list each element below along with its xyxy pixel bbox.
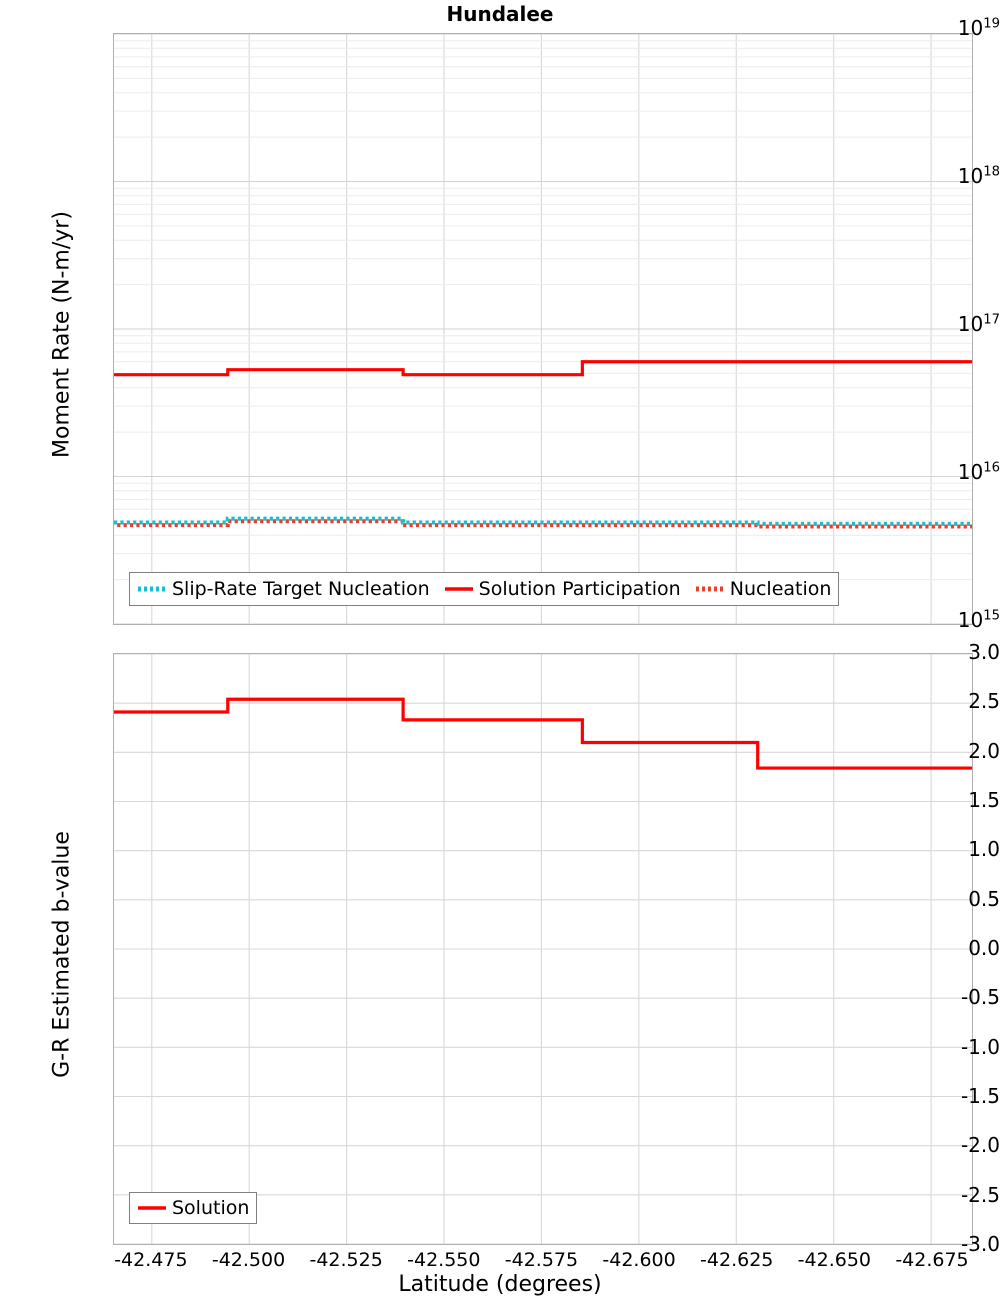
bvalue-ytick-neg2p5: -2.5 bbox=[960, 1182, 1000, 1207]
bvalue-ytick-1p0: 1.0 bbox=[968, 837, 1000, 862]
bvalue-ytick-neg2p0: -2.0 bbox=[960, 1133, 1000, 1158]
series-solution bbox=[114, 697, 972, 770]
series-slip-rate-target-nucleation bbox=[114, 516, 972, 526]
legend-entry-solution[interactable]: Solution bbox=[137, 1196, 250, 1219]
moment-rate-ytick-17: 1017 bbox=[957, 312, 1000, 336]
moment-rate-plot-area bbox=[113, 33, 973, 625]
latitude-xtick-4: -42.575 bbox=[504, 1249, 579, 1271]
moment-rate-plot-svg bbox=[114, 34, 972, 624]
moment-rate-ytick-19: 1019 bbox=[957, 16, 1000, 40]
latitude-xtick-7: -42.650 bbox=[797, 1249, 872, 1271]
moment-rate-ytick-15: 1015 bbox=[957, 608, 1000, 632]
latitude-axis-label: Latitude (degrees) bbox=[398, 1272, 602, 1297]
bvalue-ytick-neg0p5: -0.5 bbox=[960, 985, 1000, 1010]
bvalue-ytick-1p5: 1.5 bbox=[968, 788, 1000, 812]
moment-rate-legend: Slip-Rate Target Nucleation Solution Part… bbox=[129, 572, 840, 606]
latitude-xtick-5: -42.600 bbox=[602, 1249, 676, 1271]
legend-line-swatch bbox=[137, 582, 167, 596]
latitude-xtick-8: -42.675 bbox=[895, 1249, 969, 1271]
latitude-xtick-0: -42.475 bbox=[114, 1249, 188, 1271]
moment-rate-axis-label: Moment Rate (N-m/yr) bbox=[49, 211, 75, 458]
page-title: Hundalee bbox=[446, 2, 554, 26]
bvalue-ytick-neg1p5: -1.5 bbox=[960, 1084, 1000, 1108]
latitude-xtick-3: -42.550 bbox=[407, 1249, 481, 1271]
legend-entry-nucleation[interactable]: Nucleation bbox=[695, 577, 832, 600]
bvalue-axis-label: G-R Estimated b-value bbox=[49, 831, 75, 1078]
legend-line-swatch bbox=[695, 582, 725, 596]
latitude-xtick-6: -42.625 bbox=[700, 1249, 774, 1271]
bvalue-ytick-3p0: 3.0 bbox=[968, 640, 1000, 664]
latitude-xtick-2: -42.525 bbox=[309, 1249, 383, 1271]
bvalue-plot-svg bbox=[114, 654, 972, 1244]
legend-entry-solution-participation[interactable]: Solution Participation bbox=[444, 577, 681, 600]
moment-rate-ytick-18: 1018 bbox=[957, 164, 1000, 188]
legend-label: Solution Participation bbox=[478, 577, 681, 600]
bvalue-ytick-0p5: 0.5 bbox=[968, 886, 1000, 911]
bvalue-ytick-2p0: 2.0 bbox=[968, 738, 1000, 763]
bvalue-ytick-neg1p0: -1.0 bbox=[960, 1034, 1000, 1059]
legend-label: Nucleation bbox=[729, 577, 832, 600]
bvalue-legend: Solution bbox=[129, 1192, 258, 1224]
bvalue-ytick-0p0: 0.0 bbox=[968, 936, 1000, 960]
bvalue-ytick-neg3p0: -3.0 bbox=[960, 1232, 1000, 1256]
series-solution-participation bbox=[114, 360, 972, 377]
legend-line-swatch bbox=[137, 1201, 167, 1215]
legend-entry-slip-rate-target-nucleation[interactable]: Slip-Rate Target Nucleation bbox=[137, 577, 430, 600]
moment-rate-ytick-16: 1016 bbox=[957, 460, 1000, 484]
bvalue-ytick-2p5: 2.5 bbox=[968, 689, 1000, 714]
bvalue-plot-area bbox=[113, 653, 973, 1245]
legend-label: Solution bbox=[172, 1196, 250, 1219]
legend-label: Slip-Rate Target Nucleation bbox=[172, 577, 430, 600]
latitude-xtick-1: -42.500 bbox=[211, 1249, 286, 1271]
legend-line-swatch bbox=[444, 582, 474, 596]
